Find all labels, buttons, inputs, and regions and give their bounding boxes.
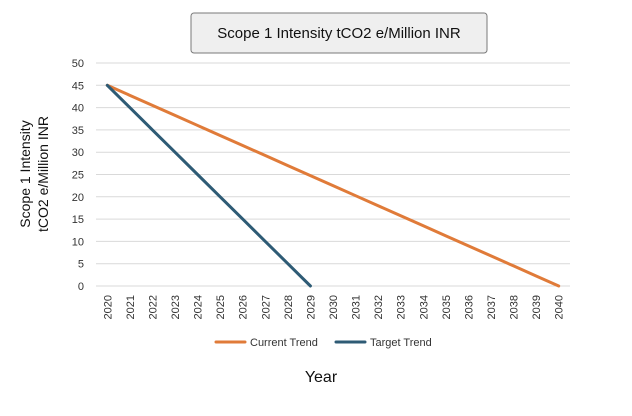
series-line-target-trend [105, 83, 312, 288]
x-tick-label: 2031 [351, 295, 363, 319]
x-tick-label: 2037 [486, 295, 498, 319]
x-tick-label: 2032 [373, 295, 385, 319]
x-tick-label: 2027 [260, 295, 272, 319]
y-tick-label: 20 [72, 192, 84, 204]
y-tick-label: 15 [72, 214, 84, 226]
x-tick-label: 2034 [418, 295, 430, 319]
x-tick-label: 2028 [283, 295, 295, 319]
x-axis-tick-labels: 2020 2021 2022 2023 2024 2025 2026 2027 2028 2029… [102, 295, 565, 319]
y-tick-label: 10 [72, 236, 84, 248]
y-tick-label: 0 [78, 281, 84, 293]
x-tick-label: 2020 [102, 295, 114, 319]
y-tick-label: 50 [72, 58, 84, 70]
x-tick-label: 2036 [463, 295, 475, 319]
y-tick-label: 45 [72, 80, 84, 92]
x-tick-label: 2023 [170, 295, 182, 319]
y-tick-label: 5 [78, 259, 84, 271]
y-tick-label: 35 [72, 125, 84, 137]
y-axis-title-line-2: tCO2 e/Million INR [35, 116, 51, 232]
legend-label-target-trend: Target Trend [370, 337, 432, 349]
series-line-current-trend [105, 83, 561, 288]
x-tick-label: 2025 [215, 295, 227, 319]
x-axis-title: Year [305, 369, 338, 386]
x-tick-label: 2038 [509, 295, 521, 319]
legend-label-current-trend: Current Trend [250, 337, 318, 349]
legend: Current Trend Target Trend [214, 337, 432, 349]
x-tick-label: 2035 [441, 295, 453, 319]
plot-series [105, 83, 561, 288]
chart-title: Scope 1 Intensity tCO2 e/Million INR [217, 25, 461, 42]
x-tick-label: 2039 [531, 295, 543, 319]
y-tick-label: 40 [72, 103, 84, 115]
x-tick-label: 2040 [554, 295, 566, 319]
x-tick-label: 2024 [193, 295, 205, 319]
x-tick-label: 2029 [305, 295, 317, 319]
x-tick-label: 2030 [328, 295, 340, 319]
y-axis-tick-labels: 0 5 10 15 20 25 30 35 40 45 50 [72, 58, 84, 293]
gridlines [96, 62, 570, 287]
y-tick-label: 25 [72, 170, 84, 182]
y-axis-title-line-1: Scope 1 Intensity [17, 120, 33, 227]
x-tick-label: 2021 [125, 295, 137, 319]
x-tick-label: 2026 [238, 295, 250, 319]
chart-title-box: Scope 1 Intensity tCO2 e/Million INR [190, 12, 488, 54]
y-tick-label: 30 [72, 147, 84, 159]
x-tick-label: 2033 [396, 295, 408, 319]
x-tick-label: 2022 [147, 295, 159, 319]
